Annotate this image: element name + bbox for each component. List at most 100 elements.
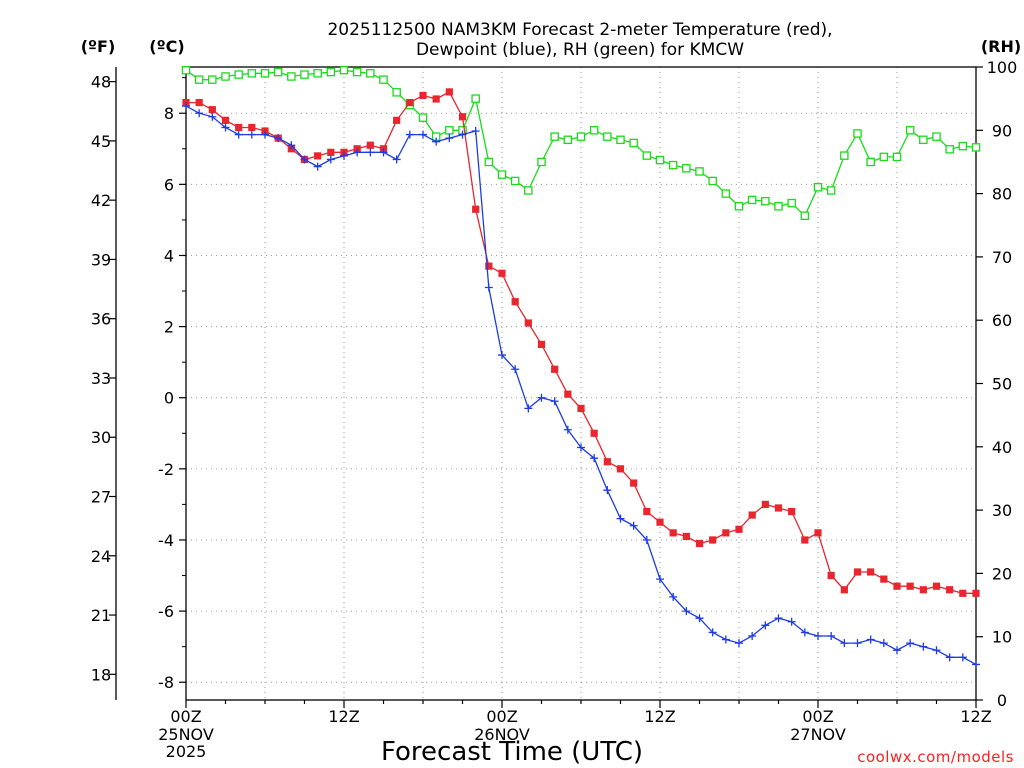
dewpoint-point	[590, 454, 599, 463]
rh-point	[352, 67, 362, 77]
rh-point	[616, 135, 625, 145]
dewpoint-point	[445, 134, 454, 143]
rh-point	[774, 202, 783, 211]
dewpoint-point	[735, 639, 743, 648]
dewpoint-point	[221, 123, 230, 132]
dewpoint-point	[774, 614, 783, 623]
temperature-point	[761, 500, 769, 509]
dewpoint-point	[511, 365, 520, 374]
temperature-point	[366, 141, 374, 149]
rh-point	[379, 75, 388, 84]
dewpoint-point	[827, 631, 836, 640]
temperature-point	[919, 586, 927, 594]
rh-point	[958, 141, 968, 151]
temperature-point	[814, 529, 822, 537]
rh-series	[181, 65, 981, 221]
dewpoint-point	[550, 397, 559, 406]
temperature-point	[840, 586, 848, 594]
temperature-point	[472, 205, 480, 213]
rh-point	[589, 126, 599, 135]
rh-tick-label: 70	[992, 248, 1012, 267]
temperature-point	[393, 116, 401, 124]
dewpoint-point	[879, 639, 888, 648]
fahrenheit-tick-label: 24	[91, 547, 111, 566]
dewpoint-point	[340, 151, 348, 160]
rh-point	[326, 67, 336, 77]
dewpoint-point	[642, 535, 651, 544]
rh-point	[208, 75, 217, 84]
temperature-point	[695, 539, 704, 548]
temperature-point	[564, 390, 572, 398]
fahrenheit-unit-label: (ºF)	[81, 37, 116, 56]
dewpoint-point	[616, 514, 625, 523]
temperature-point	[722, 529, 730, 537]
rh-point	[642, 151, 652, 160]
rh-point	[339, 65, 349, 75]
dewpoint-point	[708, 628, 717, 637]
rh-point	[445, 126, 454, 135]
celsius-tick-label: 4	[164, 246, 174, 265]
dewpoint-point	[945, 653, 954, 662]
dewpoint-point	[840, 639, 849, 648]
rh-point	[287, 72, 296, 81]
temperature-point	[946, 586, 954, 594]
rh-point	[418, 113, 428, 122]
time-tick-label: 12Z	[960, 707, 991, 726]
temperature-point	[959, 589, 967, 597]
dewpoint-point	[208, 112, 217, 121]
dewpoint-point	[682, 607, 691, 616]
rh-tick-label: 10	[992, 628, 1012, 647]
rh-point	[576, 132, 586, 141]
temperature-point	[669, 529, 677, 537]
dewpoint-point	[577, 443, 585, 452]
rh-point	[194, 75, 204, 84]
rh-unit-label: (RH)	[981, 37, 1021, 56]
temperature-point	[195, 98, 203, 107]
fahrenheit-tick-label: 39	[91, 250, 111, 269]
dewpoint-point	[537, 393, 546, 402]
celsius-tick-label: 8	[164, 104, 174, 123]
dewpoint-point	[471, 127, 480, 136]
temperature-point	[709, 536, 717, 544]
celsius-tick-label: 0	[164, 389, 174, 408]
rh-point	[840, 151, 849, 160]
dewpoint-point	[353, 148, 362, 157]
dewpoint-point	[629, 521, 638, 530]
dewpoint-point	[432, 137, 441, 146]
fahrenheit-tick-label: 36	[91, 310, 111, 329]
credit-label: coolwx.com/models	[857, 748, 1014, 766]
time-tick-label: 12Z	[644, 707, 675, 726]
time-tick-label: 12Z	[328, 707, 359, 726]
dewpoint-point	[958, 653, 967, 662]
chart-title-line1: 2025112500 NAM3KM Forecast 2-meter Tempe…	[327, 20, 832, 40]
temperature-point	[208, 106, 216, 114]
celsius-tick-label: 2	[164, 318, 174, 337]
celsius-unit-label: (ºC)	[149, 37, 184, 56]
rh-point	[234, 70, 243, 79]
rh-point	[892, 152, 902, 162]
rh-point	[181, 65, 191, 75]
dewpoint-point	[300, 155, 309, 164]
time-tick-label: 00Z	[486, 707, 517, 726]
rh-point	[524, 186, 533, 195]
celsius-tick-label: -8	[158, 673, 174, 692]
temperature-point	[327, 148, 335, 156]
dewpoint-point	[287, 141, 296, 150]
temperature-point	[801, 536, 809, 544]
rh-point	[919, 135, 928, 145]
rh-point	[747, 195, 757, 205]
temperature-point	[248, 123, 256, 132]
fahrenheit-ticks: 48 45 42 39 36 33 30 27 24 21 18	[91, 73, 116, 684]
rh-point	[550, 132, 559, 141]
time-tick-label: 00Z	[170, 707, 201, 726]
rh-tick-label: 90	[992, 121, 1012, 140]
dewpoint-point	[366, 148, 375, 157]
rh-point	[932, 132, 941, 141]
rh-tick-label: 60	[992, 311, 1012, 330]
rh-point	[734, 202, 744, 211]
rh-point	[471, 94, 480, 103]
rh-point	[879, 152, 889, 162]
dewpoint-point	[761, 621, 770, 630]
dewpoint-series	[182, 102, 980, 669]
rh-point	[721, 189, 731, 198]
